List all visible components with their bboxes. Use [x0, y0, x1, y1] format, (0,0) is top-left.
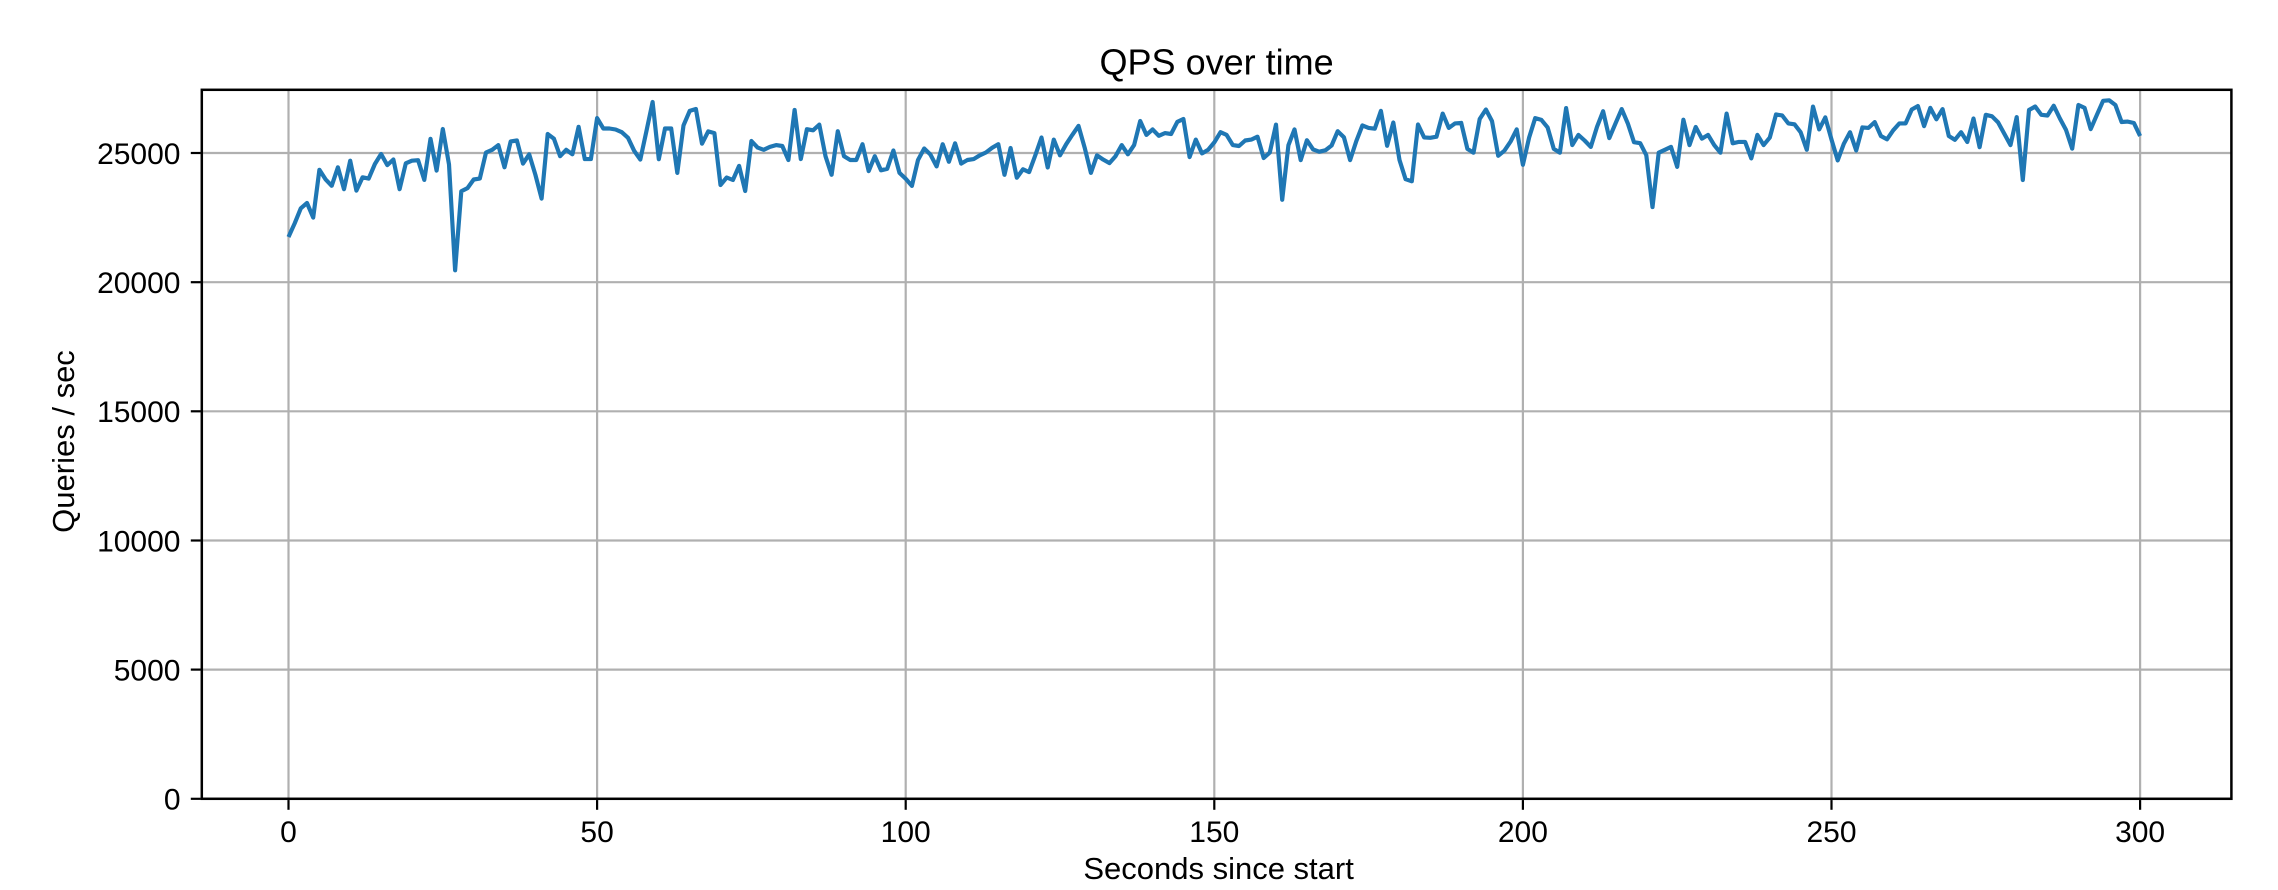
svg-text:10000: 10000 — [97, 525, 180, 558]
svg-text:100: 100 — [881, 816, 931, 849]
svg-text:5000: 5000 — [114, 654, 181, 687]
svg-text:15000: 15000 — [97, 396, 180, 429]
svg-text:0: 0 — [280, 816, 297, 849]
svg-text:25000: 25000 — [97, 138, 180, 171]
svg-text:300: 300 — [2115, 816, 2165, 849]
svg-text:150: 150 — [1189, 816, 1239, 849]
svg-text:250: 250 — [1806, 816, 1856, 849]
svg-text:200: 200 — [1498, 816, 1548, 849]
svg-text:0: 0 — [164, 784, 181, 817]
svg-text:50: 50 — [580, 816, 613, 849]
svg-text:Seconds since start: Seconds since start — [1083, 851, 1354, 886]
svg-text:Queries / sec: Queries / sec — [46, 350, 81, 533]
svg-text:20000: 20000 — [97, 267, 180, 300]
svg-text:QPS over time: QPS over time — [1100, 42, 1334, 83]
